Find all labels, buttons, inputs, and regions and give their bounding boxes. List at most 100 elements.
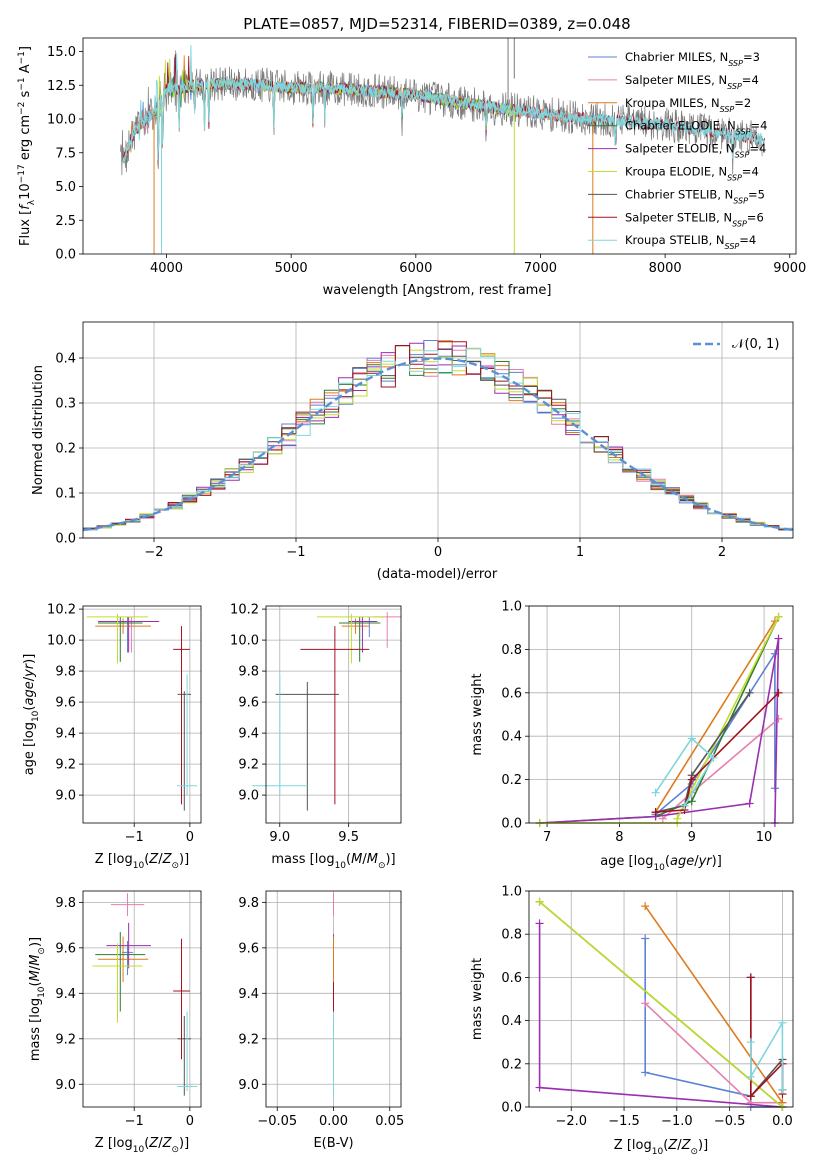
legend-label: Chabrier STELIB, NSSP=5	[625, 187, 765, 205]
x-tick-label: −1	[286, 545, 305, 560]
y-tick-label: 9.4	[55, 727, 76, 742]
y-tick-label: 9.6	[55, 941, 76, 956]
x-tick-label: 4000	[150, 261, 183, 276]
x-tick-label: 2	[718, 545, 726, 560]
x-tick-label: −1.5	[608, 1114, 640, 1129]
spectrum-traces	[120, 38, 765, 254]
y-tick-label: 10.0	[230, 634, 259, 649]
legend-label: 𝒩(0, 1)	[732, 337, 779, 352]
x-tick-label: 9000	[773, 261, 806, 276]
series-line	[655, 692, 751, 813]
x-tick-label: 8000	[649, 261, 682, 276]
chart-layer: 4000 5000 6000 7000 8000 90000.02.55.07.510.0…	[17, 37, 806, 1157]
panel-1: −2 −1 0 1 2 0.0 0.1 0.2 0.3 0.4 𝒩(0, 1) (data-model…	[31, 321, 794, 582]
y-tick-label: 12.5	[47, 79, 76, 94]
y-tick-label: 7.5	[55, 146, 76, 161]
x-tick-label: 6000	[399, 261, 432, 276]
x-tick-label: 9.5	[338, 830, 359, 845]
x-tick-label: 9.0	[269, 830, 290, 845]
series-line	[655, 692, 780, 813]
y-tick-label: 1.0	[501, 600, 522, 615]
x-tick-label: 0.05	[375, 1114, 404, 1129]
y-tick-label: 9.6	[238, 696, 259, 711]
y-tick-label: 9.0	[238, 1078, 259, 1093]
x-tick-label: −0.05	[257, 1114, 297, 1129]
y-tick-label: 0.2	[55, 442, 76, 457]
y-tick-label: 9.8	[55, 896, 76, 911]
series-line	[538, 923, 783, 1108]
legend-label: Kroupa MILES, NSSP=2	[625, 96, 751, 114]
y-tick-label: 9.8	[238, 896, 259, 911]
series-line	[654, 737, 715, 807]
y-tick-label: 0.0	[501, 1101, 522, 1116]
axes-frame	[265, 605, 402, 824]
axes-frame	[82, 37, 797, 255]
y-tick-label: 9.2	[238, 758, 259, 773]
x-tick-label: 10	[756, 830, 773, 845]
y-tick-label: 0.0	[55, 248, 76, 263]
histogram-step-line	[83, 347, 793, 532]
y-tick-label: 9.2	[55, 1032, 76, 1047]
y-tick-label: 0.2	[501, 1057, 522, 1072]
y-tick-label: 2.5	[55, 214, 76, 229]
y-tick-label: 0.4	[501, 730, 522, 745]
x-tick-label: −0.5	[714, 1114, 746, 1129]
mass-weight-lines	[535, 612, 783, 827]
y-axis-label: Normed distribution	[31, 365, 46, 495]
y-tick-label: 0.3	[55, 397, 76, 412]
y-tick-label: 0.0	[501, 817, 522, 832]
axes-frame	[265, 890, 402, 1108]
x-axis-label: Z [log10(Z/Z⊙)]	[95, 1136, 189, 1155]
y-tick-label: 10.2	[47, 603, 76, 618]
y-tick-label: 10.0	[47, 634, 76, 649]
legend-label: Kroupa STELIB, NSSP=4	[625, 233, 756, 251]
x-tick-label: 0.00	[319, 1114, 348, 1129]
x-axis-label: age [log10(age/yr)]	[600, 854, 722, 873]
x-tick-label: −1.0	[661, 1114, 693, 1129]
x-axis-label: mass [log10(M/M⊙)]	[271, 852, 395, 871]
error-bar-points	[92, 893, 198, 1096]
x-tick-label: 8	[615, 830, 623, 845]
y-tick-label: 10.2	[230, 603, 259, 618]
series-line	[539, 638, 780, 824]
x-axis-label: Z [log10(Z/Z⊙)]	[614, 1138, 708, 1157]
series-line	[655, 650, 776, 815]
y-axis-label: age [log10(age/yr)]	[22, 654, 41, 776]
y-tick-label: 9.0	[238, 789, 259, 804]
panel-6: −0.05 0.00 0.05 9.0 9.2 9.4 9.6 9.8 E(B-V)	[238, 890, 404, 1151]
y-tick-label: 0.0	[55, 532, 76, 547]
axes-frame	[528, 605, 794, 824]
panel-3: 9.0 9.5 9.0 9.2 9.4 9.6 9.8 10.0 10.2 mass [log10…	[230, 603, 402, 871]
x-tick-label: 0	[186, 830, 194, 845]
y-tick-label: 0.8	[501, 928, 522, 943]
series-line	[539, 901, 783, 1108]
y-tick-label: 5.0	[55, 180, 76, 195]
y-tick-label: 0.4	[55, 352, 76, 367]
y-tick-label: 9.2	[238, 1032, 259, 1047]
series-line	[750, 977, 784, 1099]
x-tick-label: 5000	[275, 261, 308, 276]
observed-spectrum-line	[120, 50, 763, 176]
y-tick-label: 15.0	[47, 45, 76, 60]
x-tick-label: 0.0	[772, 1114, 793, 1129]
series-line	[644, 1002, 784, 1107]
legend-label: Chabrier ELODIE, NSSP=4	[625, 119, 767, 137]
panel-5: −1 0 9.0 9.2 9.4 9.6 9.8 Z [log10(Z/Z⊙)] mass [l…	[28, 890, 202, 1155]
panel-4: 7 8 9 10 0.0 0.2 0.4 0.6 0.8 1.0 age [log10(age/yr…	[470, 600, 794, 873]
series-line	[750, 1019, 784, 1090]
y-tick-label: 10.0	[47, 113, 76, 128]
y-tick-label: 9.0	[55, 789, 76, 804]
legend-label: Salpeter MILES, NSSP=4	[625, 73, 759, 91]
panel-0: 4000 5000 6000 7000 8000 9000 0.0 2.5 5.0 7.5 10.0…	[17, 37, 806, 298]
x-axis-label: E(B-V)	[313, 1136, 353, 1151]
normal-curve-line	[83, 357, 793, 532]
y-tick-label: 9.8	[55, 665, 76, 680]
x-tick-label: 7	[543, 830, 551, 845]
y-tick-label: 9.0	[55, 1078, 76, 1093]
legend-label: Chabrier MILES, NSSP=3	[625, 50, 760, 68]
x-tick-label: 0	[434, 545, 442, 560]
mass-weight-lines	[535, 897, 787, 1111]
x-tick-label: −1	[125, 830, 144, 845]
series-line	[654, 620, 776, 813]
